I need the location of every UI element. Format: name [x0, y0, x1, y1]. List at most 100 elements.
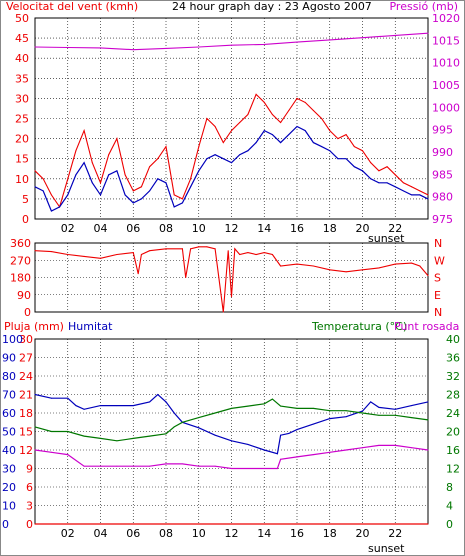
wind-average-line-point: [247, 150, 249, 152]
pressure-tick-label: 1015: [432, 34, 460, 47]
humidity-x-tick-label: 10: [192, 527, 206, 540]
humidity-tick-label: 30: [2, 463, 16, 476]
wind-speed-line-point: [411, 186, 413, 188]
pressure-tick-label: 990: [432, 146, 453, 159]
wind-speed-line-point: [271, 114, 273, 115]
wind-direction-line-point: [190, 248, 192, 250]
pressure-line-point: [132, 49, 134, 51]
pressure-tick-label: 995: [432, 124, 453, 137]
pressure-line-point: [231, 44, 232, 46]
wind-direction-line-point: [362, 269, 363, 271]
humidity-line-point: [157, 394, 159, 395]
wind-x-tick-label: 20: [356, 222, 370, 235]
temperature-axis-label: Temperatura (°C): [311, 320, 407, 333]
pressure-line-point: [165, 47, 167, 49]
wind-direction-line-point: [222, 311, 224, 313]
rain-line-point: [427, 523, 429, 525]
temperature-line-point: [173, 426, 175, 428]
wind-direction-line-point: [50, 251, 52, 253]
wind-direction-line-point: [247, 252, 249, 254]
humidity-line-point: [198, 427, 200, 429]
humidity-line-point: [312, 423, 314, 425]
wind-x-tick-label: 18: [323, 222, 337, 235]
wind-speed-line-point: [312, 110, 314, 111]
temperature-line-point: [50, 431, 52, 432]
direction-tick-label: 180: [10, 272, 31, 285]
compass-tick-label: E: [434, 289, 441, 302]
temperature-tick-label: 4: [446, 500, 453, 513]
wind-average-line-point: [173, 206, 175, 208]
wind-average-line-point: [427, 198, 429, 200]
humidity-x-tick-label: 20: [356, 527, 370, 540]
pressure-line-point: [198, 46, 200, 48]
wind-speed-line-point: [124, 174, 126, 176]
temperature-line-point: [165, 433, 167, 435]
temperature-tick-label: 20: [446, 426, 460, 439]
wind-speed-line-point: [83, 130, 85, 132]
wind-speed-line-point: [181, 198, 183, 200]
pressure-tick-label: 1010: [432, 57, 460, 70]
wind-average-line-point: [312, 142, 314, 144]
wind-average-line-point: [214, 154, 216, 156]
wind-direction-line-point: [329, 269, 331, 271]
wind-speed-line-point: [247, 114, 249, 115]
wind-average-line-point: [75, 174, 77, 176]
pressure-line-point: [34, 46, 36, 48]
temperature-tick-label: 40: [446, 333, 460, 346]
wind-speed-line-point: [190, 178, 192, 180]
rain-tick-label: 9: [26, 463, 33, 476]
wind-direction-line-point: [100, 257, 101, 259]
pressure-line-point: [296, 41, 298, 43]
wind-direction-line-point: [206, 246, 208, 248]
humidity-tick-label: 60: [2, 407, 16, 420]
wind-direction-line-point: [34, 250, 36, 252]
wind-speed-line-point: [280, 122, 282, 123]
humidity-line-point: [345, 416, 347, 418]
wind-direction-line-point: [116, 254, 118, 255]
rain-tick-label: 15: [19, 426, 33, 439]
temperature-line-point: [149, 435, 151, 437]
wind-average-line-point: [271, 134, 273, 136]
humidity-line-point: [116, 405, 118, 407]
dewpoint-line-point: [362, 447, 363, 449]
wind-speed-line-point: [132, 190, 134, 192]
wind-average-line-point: [288, 134, 290, 136]
humidity-x-tick-label: 04: [94, 527, 108, 540]
wind-direction-line-point: [165, 248, 167, 250]
wind-speed-line-point: [337, 138, 339, 140]
direction-tick-label: 90: [17, 289, 31, 302]
sunset-label-top: sunset: [368, 232, 405, 245]
wind-speed-line-point: [67, 178, 69, 180]
dewpoint-line-point: [50, 451, 52, 453]
humidity-line-point: [67, 397, 69, 399]
humidity-tick-label: 100: [2, 333, 23, 346]
wind-direction-line-point: [419, 265, 421, 267]
wind-speed-line-point: [255, 93, 257, 95]
rain-tick-label: 0: [26, 518, 33, 531]
dewpoint-line-point: [83, 465, 85, 467]
temperature-line-point: [411, 417, 413, 419]
compass-tick-label: S: [434, 272, 441, 285]
wind-speed-line-point: [108, 154, 110, 156]
humidity-line-point: [288, 432, 290, 434]
compass-tick-label: W: [434, 254, 445, 267]
wind-speed-line-point: [50, 194, 52, 196]
dewpoint-line-point: [312, 454, 314, 456]
temperature-line-point: [312, 407, 314, 409]
wind-average-line-point: [255, 142, 257, 144]
wind-average-line-point: [190, 186, 192, 188]
pressure-line-point: [263, 43, 265, 45]
wind-average-line-point: [296, 126, 298, 127]
wind-direction-line-point: [345, 271, 347, 273]
wind-average-line-point: [67, 194, 69, 196]
wind-average-line-point: [362, 170, 363, 172]
humidity-x-tick-label: 16: [290, 527, 304, 540]
humidity-line-point: [132, 405, 134, 407]
wind-direction-line-point: [280, 265, 282, 267]
wind-direction-line-point: [231, 296, 232, 298]
humidity-line-point: [231, 440, 232, 442]
wind-speed-line-point: [206, 118, 208, 119]
series-layer: [34, 32, 429, 525]
wind-speed-line-point: [222, 142, 224, 144]
humidity-line-point: [100, 405, 101, 407]
